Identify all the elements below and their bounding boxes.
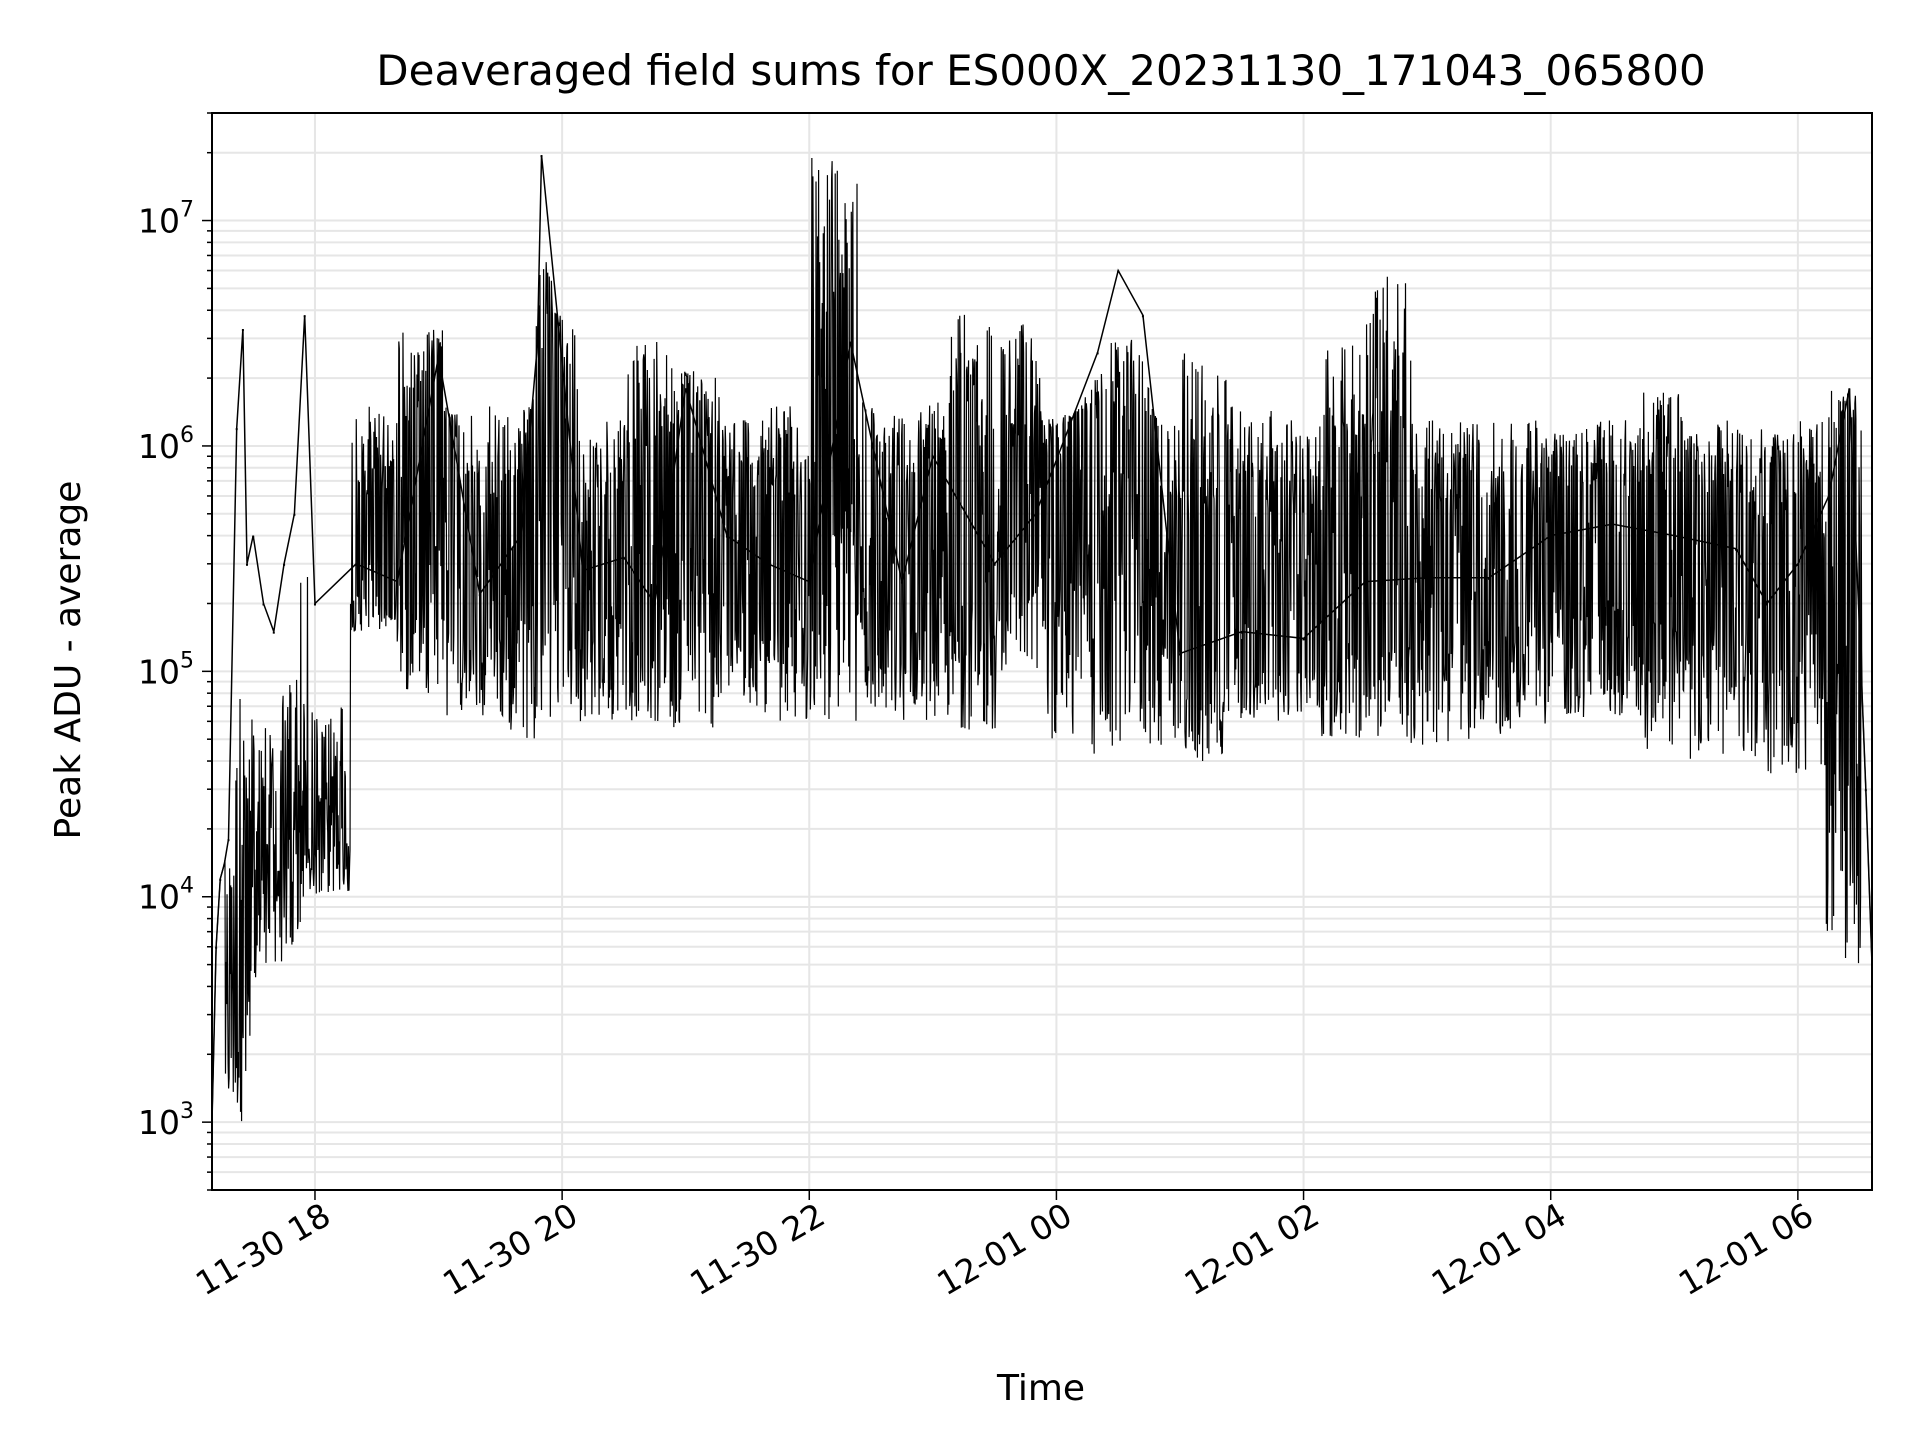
y-axis-label: Peak ADU - average (48, 481, 89, 840)
y-tick-base: 10 (138, 652, 180, 691)
y-tick-base: 10 (138, 878, 180, 917)
y-tick-exponent: 5 (180, 648, 194, 673)
plot-frame (211, 112, 1873, 1191)
y-tick-label: 107 (138, 198, 194, 241)
y-tick-label: 104 (138, 874, 194, 917)
chart-title: Deaveraged field sums for ES000X_2023113… (376, 46, 1705, 95)
y-tick-label: 106 (138, 423, 194, 466)
y-tick-exponent: 3 (180, 1099, 194, 1124)
y-tick-exponent: 7 (180, 198, 194, 223)
y-tick-base: 10 (138, 1103, 180, 1142)
y-tick-label: 105 (138, 648, 194, 691)
y-tick-base: 10 (138, 427, 180, 466)
y-tick-base: 10 (138, 202, 180, 241)
x-axis-label: Time (996, 1368, 1085, 1409)
y-tick-exponent: 4 (180, 874, 194, 899)
series-layer (211, 155, 1873, 1125)
y-tick-exponent: 6 (180, 423, 194, 448)
series-line (211, 155, 1873, 1123)
y-tick-label: 103 (138, 1099, 194, 1142)
